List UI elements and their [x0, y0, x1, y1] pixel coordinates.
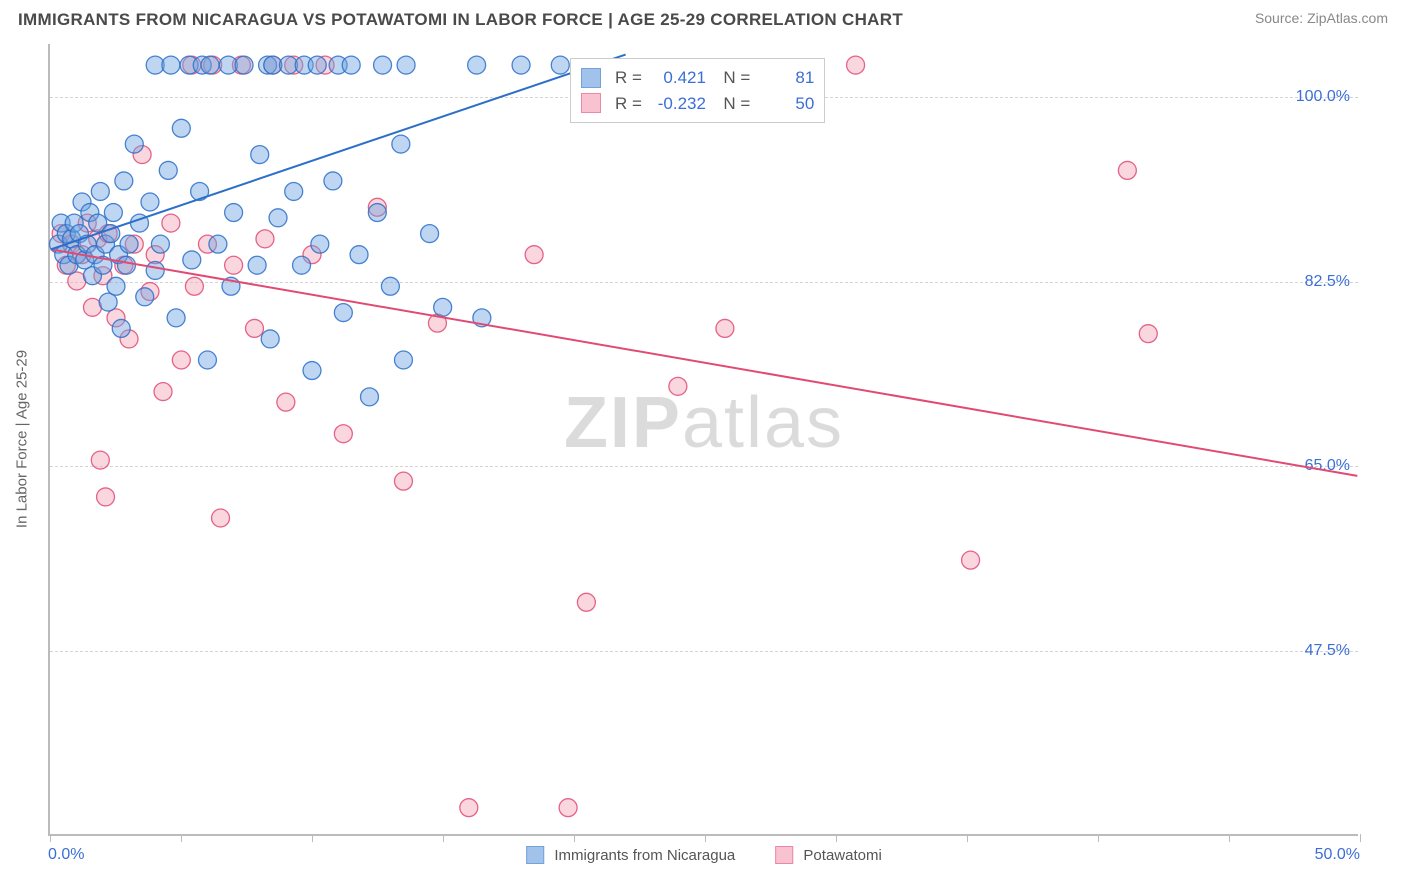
source-attribution: Source: ZipAtlas.com	[1255, 10, 1388, 26]
legend-item-b: Potawatomi	[775, 846, 882, 864]
series-a-swatch	[581, 68, 601, 88]
x-axis-min-label: 0.0%	[48, 846, 84, 864]
stats-row-b: R = -0.232 N = 50	[581, 91, 814, 117]
legend-a-label: Immigrants from Nicaragua	[554, 847, 735, 864]
x-tick	[443, 834, 444, 842]
x-tick	[1098, 834, 1099, 842]
x-tick	[574, 834, 575, 842]
x-tick	[1229, 834, 1230, 842]
stats-row-a: R = 0.421 N = 81	[581, 65, 814, 91]
chart-plot-area: 47.5%65.0%82.5%100.0% In Labor Force | A…	[48, 44, 1358, 836]
series-a-swatch-icon	[526, 846, 544, 864]
x-tick	[312, 834, 313, 842]
x-tick	[836, 834, 837, 842]
x-axis-max-label: 50.0%	[1315, 846, 1360, 864]
x-tick	[181, 834, 182, 842]
series-b-swatch	[581, 93, 601, 113]
series-b-swatch-icon	[775, 846, 793, 864]
y-axis-title: In Labor Force | Age 25-29	[14, 350, 31, 528]
legend-b-label: Potawatomi	[803, 847, 881, 864]
x-tick	[1360, 834, 1361, 842]
legend-item-a: Immigrants from Nicaragua	[526, 846, 735, 864]
x-tick	[967, 834, 968, 842]
bottom-legend: Immigrants from Nicaragua Potawatomi	[526, 846, 882, 864]
x-tick	[50, 834, 51, 842]
stats-legend-box: R = 0.421 N = 81 R = -0.232 N = 50	[570, 58, 825, 123]
scatter-svg	[50, 44, 1358, 834]
x-tick	[705, 834, 706, 842]
chart-title: IMMIGRANTS FROM NICARAGUA VS POTAWATOMI …	[18, 10, 903, 30]
